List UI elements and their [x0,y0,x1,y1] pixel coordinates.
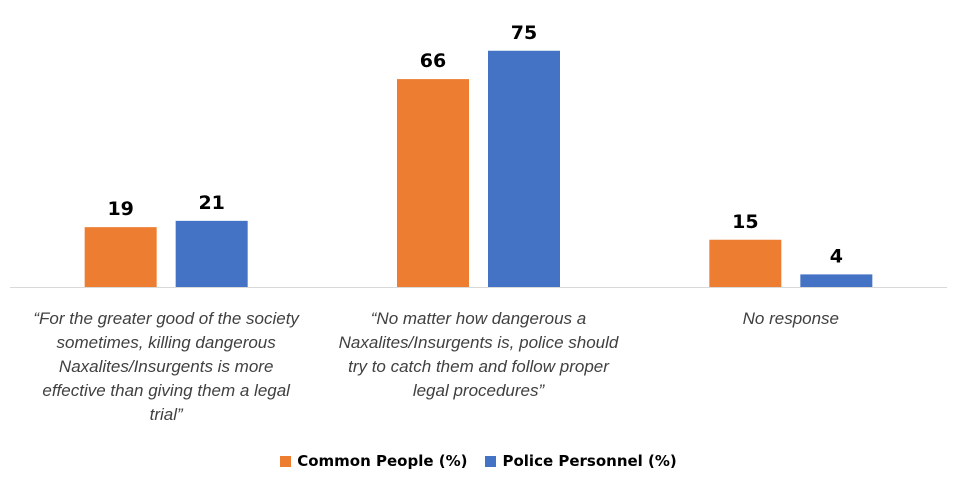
bar-police-personnel-2 [800,274,873,287]
category-label-line: effective than giving them a legal [42,381,291,400]
category-label-line: sometimes, killing dangerous [57,333,277,352]
legend-item-police-personnel: Police Personnel (%) [485,452,677,470]
category-label-line: “No matter how dangerous a [371,309,586,328]
category-label-line: Naxalites/Insurgents is, police should [339,333,619,352]
chart-canvas: 19 21 “For the greater good of the society… [10,22,947,424]
legend-swatch-common-people [280,455,292,467]
bar-common-people-0 [84,227,157,287]
bar-common-people-2 [709,239,782,287]
bar-police-personnel-0 [175,220,248,287]
category-label: “For the greater good of the society some… [33,309,300,424]
legend-item-common-people: Common People (%) [280,452,467,470]
data-label: 21 [198,192,224,214]
data-label: 15 [732,211,758,233]
data-label: 4 [830,245,843,267]
legend-label-police-personnel: Police Personnel (%) [502,452,677,470]
category-label-line: legal procedures” [413,381,546,400]
data-label: 19 [107,198,133,220]
data-label: 75 [511,22,537,44]
category-label: No response [743,309,839,328]
chart-legend: Common People (%) Police Personnel (%) [0,452,957,470]
category-label-line: trial” [150,405,184,424]
bar-police-personnel-1 [488,50,560,287]
category-label: “No matter how dangerous a Naxalites/Insu… [339,309,619,400]
legend-label-common-people: Common People (%) [297,452,468,470]
category-label-line: “For the greater good of the society [33,309,300,328]
category-label-line: No response [743,309,839,328]
category-label-line: try to catch them and follow proper [348,357,610,376]
data-label: 66 [420,50,446,72]
legend-swatch-police-personnel [485,455,497,467]
category-label-line: Naxalites/Insurgents is more [59,357,273,376]
bar-common-people-1 [397,79,469,287]
